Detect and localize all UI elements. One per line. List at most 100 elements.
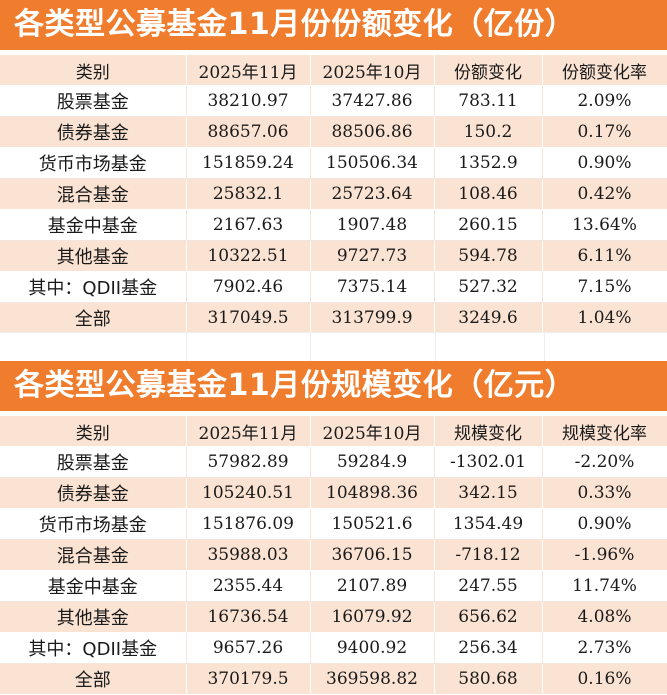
category-cell: 其他基金	[0, 601, 187, 633]
value-cell: 1.04%	[542, 302, 667, 334]
value-cell: 25832.1	[186, 178, 311, 210]
value-cell: 57982.89	[186, 446, 311, 478]
table1-header-row: 类别 2025年11月 2025年10月 份额变化 份额变化率	[0, 55, 667, 86]
value-cell: 256.34	[434, 632, 543, 664]
table-row: 债券基金 88657.06 88506.86 150.2 0.17%	[0, 116, 667, 148]
value-cell: 36706.15	[310, 539, 435, 571]
table-row: 全部 370179.5 369598.82 580.68 0.16%	[0, 663, 667, 695]
value-cell: 11.74%	[542, 570, 667, 602]
category-cell: 混合基金	[0, 539, 187, 571]
table-row: 股票基金 57982.89 59284.9 -1302.01 -2.20%	[0, 446, 667, 478]
value-cell: 88506.86	[310, 116, 435, 148]
table-row: 货币市场基金 151859.24 150506.34 1352.9 0.90%	[0, 147, 667, 179]
value-cell: 260.15	[434, 209, 543, 241]
value-cell: 104898.36	[310, 477, 435, 509]
category-cell: 全部	[0, 302, 187, 334]
value-cell: 1352.9	[434, 147, 543, 179]
value-cell: 2.73%	[542, 632, 667, 664]
category-cell: 货币市场基金	[0, 147, 187, 179]
table-row: 混合基金 25832.1 25723.64 108.46 0.42%	[0, 178, 667, 210]
category-cell: 混合基金	[0, 178, 187, 210]
category-cell: 债券基金	[0, 477, 187, 509]
table-spacer	[0, 332, 667, 361]
value-cell: 313799.9	[310, 302, 435, 334]
value-cell: 317049.5	[186, 302, 311, 334]
table-row: 其中：QDII基金 9657.26 9400.92 256.34 2.73%	[0, 632, 667, 664]
table2-title: 各类型公募基金11月份规模变化（亿元）	[0, 361, 667, 411]
value-cell: 0.16%	[542, 663, 667, 695]
value-cell: 2355.44	[186, 570, 311, 602]
value-cell: 1907.48	[310, 209, 435, 241]
value-cell: 9727.73	[310, 240, 435, 272]
value-cell: 4.08%	[542, 601, 667, 633]
table-row: 货币市场基金 151876.09 150521.6 1354.49 0.90%	[0, 508, 667, 540]
value-cell: 247.55	[434, 570, 543, 602]
category-cell: 货币市场基金	[0, 508, 187, 540]
value-cell: 2107.89	[310, 570, 435, 602]
category-cell: 基金中基金	[0, 209, 187, 241]
value-cell: 2.09%	[542, 85, 667, 117]
column-header: 份额变化率	[542, 55, 667, 86]
table-row: 股票基金 38210.97 37427.86 783.11 2.09%	[0, 85, 667, 117]
value-cell: -1302.01	[434, 446, 543, 478]
column-header: 2025年11月	[186, 55, 311, 86]
value-cell: 88657.06	[186, 116, 311, 148]
category-cell: 基金中基金	[0, 570, 187, 602]
value-cell: 9400.92	[310, 632, 435, 664]
column-header: 2025年11月	[186, 416, 311, 447]
value-cell: 9657.26	[186, 632, 311, 664]
table-row: 其他基金 16736.54 16079.92 656.62 4.08%	[0, 601, 667, 633]
column-header: 类别	[0, 55, 187, 86]
value-cell: 59284.9	[310, 446, 435, 478]
value-cell: 0.42%	[542, 178, 667, 210]
value-cell: 150506.34	[310, 147, 435, 179]
column-header: 类别	[0, 416, 187, 447]
value-cell: 38210.97	[186, 85, 311, 117]
value-cell: 370179.5	[186, 663, 311, 695]
value-cell: 342.15	[434, 477, 543, 509]
table1: 类别 2025年11月 2025年10月 份额变化 份额变化率 股票基金 382…	[0, 55, 667, 334]
value-cell: 6.11%	[542, 240, 667, 272]
value-cell: -1.96%	[542, 539, 667, 571]
table-row: 其他基金 10322.51 9727.73 594.78 6.11%	[0, 240, 667, 272]
value-cell: 150521.6	[310, 508, 435, 540]
table-row: 债券基金 105240.51 104898.36 342.15 0.33%	[0, 477, 667, 509]
category-cell: 股票基金	[0, 85, 187, 117]
value-cell: 3249.6	[434, 302, 543, 334]
value-cell: 0.90%	[542, 147, 667, 179]
value-cell: 656.62	[434, 601, 543, 633]
category-cell: 其中：QDII基金	[0, 632, 187, 664]
table2: 类别 2025年11月 2025年10月 规模变化 规模变化率 股票基金 579…	[0, 416, 667, 695]
value-cell: 151876.09	[186, 508, 311, 540]
category-cell: 债券基金	[0, 116, 187, 148]
table1-title: 各类型公募基金11月份份额变化（亿份）	[0, 0, 667, 50]
value-cell: 37427.86	[310, 85, 435, 117]
value-cell: 105240.51	[186, 477, 311, 509]
column-header: 2025年10月	[310, 416, 435, 447]
value-cell: 7902.46	[186, 271, 311, 303]
value-cell: 10322.51	[186, 240, 311, 272]
table-row: 混合基金 35988.03 36706.15 -718.12 -1.96%	[0, 539, 667, 571]
value-cell: -718.12	[434, 539, 543, 571]
value-cell: 16079.92	[310, 601, 435, 633]
column-header: 规模变化	[434, 416, 543, 447]
value-cell: 580.68	[434, 663, 543, 695]
value-cell: 7375.14	[310, 271, 435, 303]
value-cell: 527.32	[434, 271, 543, 303]
category-cell: 全部	[0, 663, 187, 695]
value-cell: 594.78	[434, 240, 543, 272]
category-cell: 其他基金	[0, 240, 187, 272]
value-cell: 25723.64	[310, 178, 435, 210]
table-row: 全部 317049.5 313799.9 3249.6 1.04%	[0, 302, 667, 334]
value-cell: 0.17%	[542, 116, 667, 148]
value-cell: 783.11	[434, 85, 543, 117]
value-cell: 7.15%	[542, 271, 667, 303]
table-row: 其中：QDII基金 7902.46 7375.14 527.32 7.15%	[0, 271, 667, 303]
value-cell: 16736.54	[186, 601, 311, 633]
category-cell: 股票基金	[0, 446, 187, 478]
table2-header-row: 类别 2025年11月 2025年10月 规模变化 规模变化率	[0, 416, 667, 447]
value-cell: 150.2	[434, 116, 543, 148]
value-cell: 35988.03	[186, 539, 311, 571]
table-row: 基金中基金 2355.44 2107.89 247.55 11.74%	[0, 570, 667, 602]
